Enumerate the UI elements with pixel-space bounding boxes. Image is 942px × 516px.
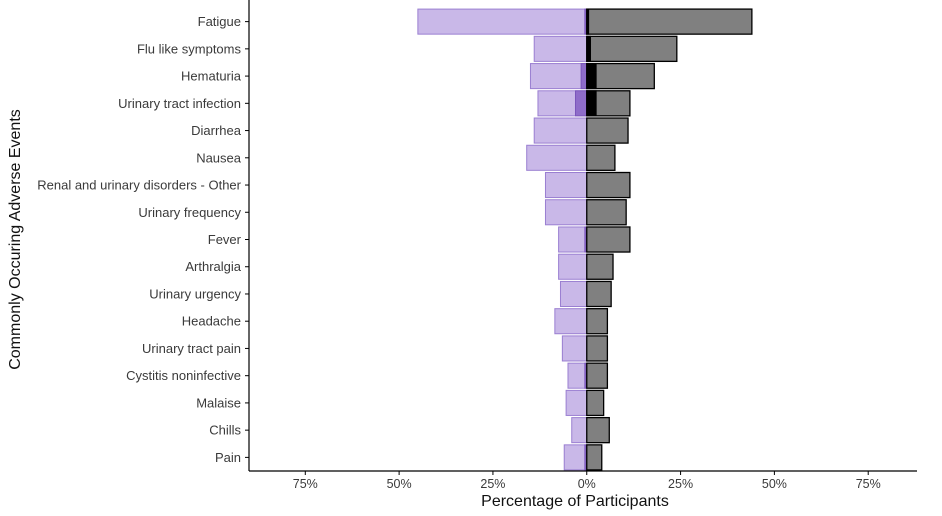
- category-label: Flu like symptoms: [137, 41, 242, 56]
- bar-left-diarrhea: [533, 117, 588, 144]
- category-label: Diarrhea: [191, 123, 242, 138]
- category-label: Urinary urgency: [149, 286, 241, 301]
- bar-right-overlay-fatigue: [586, 8, 590, 35]
- bar-right-urinary-frequency: [586, 199, 627, 226]
- left-bars-group: [417, 8, 588, 471]
- bar-right-overlay-hematuria: [586, 63, 597, 90]
- bar-left-fatigue: [417, 8, 588, 35]
- category-label: Urinary tract infection: [118, 96, 241, 111]
- x-tick-label: 25%: [480, 477, 505, 491]
- x-tick-label: 75%: [856, 477, 881, 491]
- bar-right-cystitis-noninfective: [586, 362, 609, 389]
- category-label: Hematuria: [181, 69, 242, 84]
- bar-right-urinary-urgency: [586, 280, 612, 308]
- bar-left-flu-like-symptoms: [533, 35, 588, 62]
- bar-left-hematuria: [529, 63, 588, 90]
- bar-right-fatigue: [586, 8, 753, 35]
- x-tick-label: 75%: [293, 477, 318, 491]
- y-axis-title: Commonly Occuring Adverse Events: [7, 109, 24, 370]
- bar-left-renal-and-urinary-disorders-other: [544, 172, 588, 199]
- bar-left-urinary-frequency: [544, 199, 588, 226]
- category-label: Nausea: [196, 150, 242, 165]
- bar-right-hematuria: [586, 62, 655, 90]
- bar-right-renal-and-urinary-disorders-other: [586, 171, 631, 199]
- bar-right-urinary-tract-pain: [586, 335, 609, 362]
- bar-right-arthralgia: [586, 253, 614, 280]
- category-label: Fever: [208, 232, 242, 247]
- x-tick-label: 50%: [387, 477, 412, 491]
- bar-right-overlay-flu-like-symptoms: [586, 35, 592, 62]
- bar-left-overlay-hematuria: [580, 63, 588, 90]
- axes-group: [248, 0, 917, 472]
- category-label: Urinary frequency: [138, 205, 241, 220]
- right-overlay-bars-group: [586, 8, 597, 117]
- right-bars-group: [586, 8, 753, 471]
- category-label: Chills: [209, 423, 241, 438]
- category-label: Renal and urinary disorders - Other: [37, 178, 241, 193]
- x-tick-label: 50%: [762, 477, 787, 491]
- category-label: Urinary tract pain: [142, 341, 241, 356]
- category-label: Cystitis noninfective: [126, 368, 241, 383]
- category-label: Headache: [182, 314, 241, 329]
- bar-right-headache: [586, 308, 609, 335]
- bar-left-chills: [571, 417, 588, 444]
- bar-right-overlay-urinary-tract-infection: [586, 90, 597, 117]
- category-label: Malaise: [196, 395, 241, 410]
- x-tick-label: 25%: [668, 477, 693, 491]
- bar-left-urinary-urgency: [559, 280, 588, 307]
- bar-right-chills: [586, 416, 610, 444]
- x-tick-label: 0%: [578, 477, 596, 491]
- bar-right-malaise: [586, 389, 605, 417]
- bar-right-pain: [586, 444, 603, 471]
- bar-left-overlay-urinary-tract-infection: [574, 90, 588, 117]
- bar-left-arthralgia: [558, 253, 588, 280]
- category-labels-group: Fatigue Flu like symptoms Hematuria Urinary…: [37, 14, 249, 465]
- category-label: Fatigue: [198, 14, 241, 29]
- bar-right-nausea: [586, 144, 616, 171]
- bar-left-headache: [554, 308, 588, 335]
- category-label: Pain: [215, 450, 241, 465]
- bar-right-fever: [586, 226, 631, 253]
- bar-left-pain: [563, 444, 588, 471]
- bar-right-diarrhea: [586, 117, 629, 144]
- x-axis-title: Percentage of Participants: [481, 493, 669, 510]
- bar-left-malaise: [565, 389, 588, 416]
- bar-left-urinary-tract-pain: [561, 335, 588, 362]
- category-label: Arthralgia: [185, 259, 241, 274]
- x-ticks-group: 75% 50% 25% 0% 25% 50% 75%: [293, 471, 881, 491]
- bar-right-flu-like-symptoms: [586, 35, 678, 63]
- bar-left-cystitis-noninfective: [567, 362, 588, 389]
- bar-left-nausea: [526, 144, 588, 171]
- bar-left-fever: [558, 226, 588, 253]
